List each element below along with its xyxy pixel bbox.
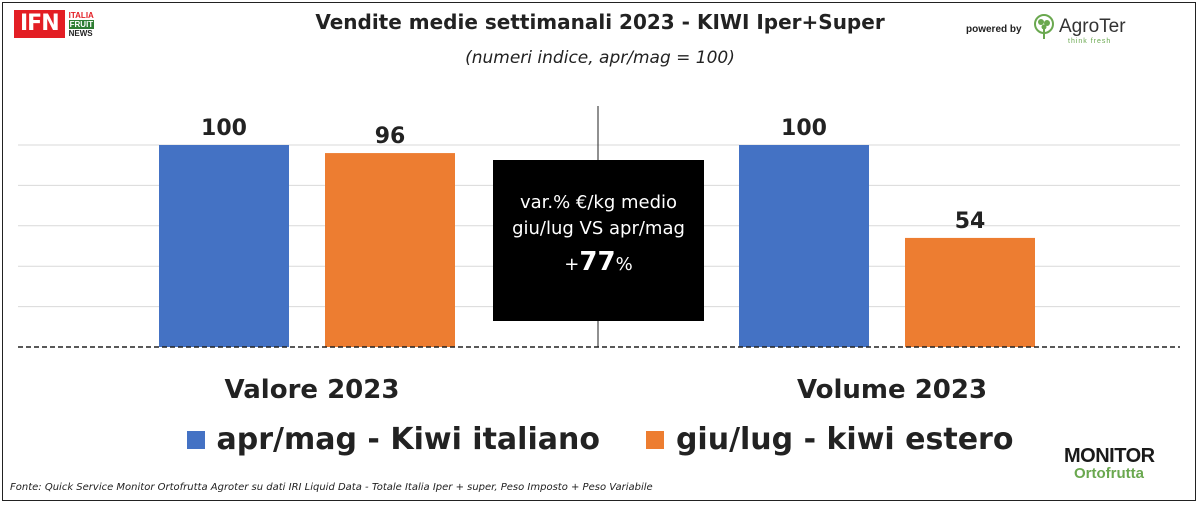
- ifn-logo-text: ITALIA FRUIT NEWS: [68, 10, 95, 38]
- legend-label-apr-mag: apr/mag - Kiwi italiano: [216, 422, 600, 457]
- ifn-logo-line-3: NEWS: [68, 28, 93, 38]
- bar-2-1: [739, 145, 869, 347]
- agroter-logo: AgroTer: [1032, 14, 1126, 40]
- monitor-logo-line-2: Ortofrutta: [1074, 465, 1144, 482]
- callout-value-prefix: +: [564, 254, 580, 275]
- ifn-logo-line-2: FRUIT: [68, 19, 95, 29]
- chart-subtitle: (numeri indice, apr/mag = 100): [465, 48, 735, 68]
- legend-label-giu-lug: giu/lug - kiwi estero: [675, 422, 1014, 457]
- chart-legend: apr/mag - Kiwi italiano giu/lug - kiwi e…: [0, 422, 1200, 457]
- bar-2-2: [905, 237, 1035, 347]
- category-label-1: Valore 2023: [225, 375, 400, 405]
- callout-value-suffix: %: [615, 254, 633, 275]
- data-label-2-2: 54: [955, 209, 986, 234]
- agroter-name: AgroTer: [1059, 16, 1126, 37]
- data-label-1-1: 100: [201, 116, 247, 141]
- agroter-tagline: think fresh: [1068, 38, 1112, 45]
- legend-item-giu-lug: giu/lug - kiwi estero: [645, 422, 1014, 457]
- ifn-logo-mark: IFN: [14, 10, 65, 38]
- powered-by-label: powered by: [966, 24, 1022, 35]
- bar-1-1: [159, 145, 289, 347]
- price-change-callout: var.% €/kg medio giu/lug VS apr/mag +77%: [493, 160, 704, 321]
- callout-value-row: +77%: [493, 242, 704, 285]
- callout-line-1: var.% €/kg medio: [519, 192, 678, 213]
- category-label-2: Volume 2023: [797, 375, 987, 405]
- tree-icon: [1034, 14, 1054, 39]
- legend-swatch-apr-mag: [186, 430, 205, 449]
- legend-item-apr-mag: apr/mag - Kiwi italiano: [186, 422, 600, 457]
- data-label-2-1: 100: [781, 116, 827, 141]
- monitor-logo-line-1: MONITOR: [1064, 445, 1155, 467]
- data-label-1-2: 96: [375, 124, 406, 149]
- callout-line-2: giu/lug VS apr/mag: [512, 218, 685, 239]
- legend-swatch-giu-lug: [645, 430, 664, 449]
- chart-title: Vendite medie settimanali 2023 - KIWI Ip…: [315, 10, 885, 34]
- ifn-logo: IFN ITALIA FRUIT NEWS: [14, 10, 95, 38]
- bar-1-2: [325, 153, 455, 347]
- callout-value: 77: [579, 247, 616, 277]
- monitor-ortofrutta-logo: MONITOR Ortofrutta: [1064, 446, 1155, 481]
- ifn-logo-line-1: ITALIA: [68, 10, 94, 20]
- source-note: Fonte: Quick Service Monitor Ortofrutta …: [10, 482, 653, 493]
